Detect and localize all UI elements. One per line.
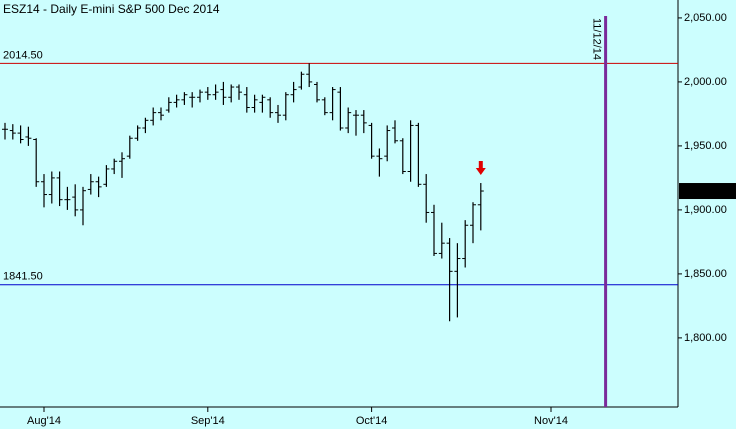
- y-tick-label: 1,950.00: [684, 140, 727, 152]
- y-tick-label: 1,900.00: [684, 204, 727, 216]
- x-tick-label: Sep'14: [191, 415, 225, 427]
- y-tick-label: 1,850.00: [684, 268, 727, 280]
- horizontal-line-label: 2014.50: [3, 49, 43, 61]
- last-price-box: [679, 183, 736, 200]
- chart-title: ESZ14 - Daily E-mini S&P 500 Dec 2014: [3, 2, 220, 16]
- x-tick-label: Nov'14: [534, 415, 568, 427]
- alert-arrow: [475, 161, 486, 176]
- x-tick-label: Aug'14: [27, 415, 61, 427]
- x-tick-label: Oct'14: [356, 415, 387, 427]
- last-price-label: 1,914.75: [683, 185, 726, 197]
- y-tick-label: 2,050.00: [684, 12, 727, 24]
- horizontal-line-label: 1841.50: [3, 271, 43, 283]
- vertical-line-label: 11/12/14: [591, 18, 603, 60]
- y-tick-label: 1,800.00: [684, 332, 727, 344]
- y-tick-label: 2,000.00: [684, 76, 727, 88]
